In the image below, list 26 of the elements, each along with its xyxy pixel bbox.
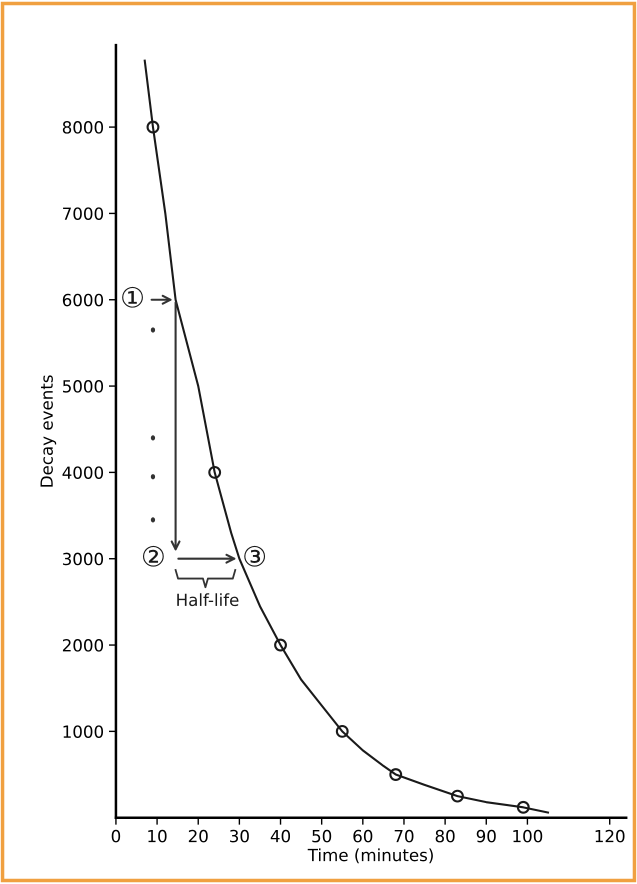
x-tick-label: 100 [513,830,542,842]
y-tick-label: 3000 [62,552,104,566]
x-tick-label: 60 [353,830,372,842]
y-axis-title: Decay events [40,375,56,487]
annotation: ② [142,546,164,567]
x-tick-label: 40 [270,830,290,842]
y-tick-label: 5000 [63,380,104,393]
y-tick-label: 4000 [62,466,104,479]
y-tick-label: 2000 [62,639,104,652]
x-tick-label: 10 [148,830,167,842]
x-axis-title: Time (minutes) [308,848,433,864]
y-tick-label: 7000 [63,207,104,220]
x-tick-label: 50 [312,830,332,842]
x-tick-label: 30 [230,830,249,842]
x-tick-label: 0 [112,830,120,842]
x-tick-label: 80 [436,830,455,842]
x-tick-label: 120 [596,830,625,842]
x-tick-label: 70 [394,830,414,842]
annotation: ① [122,286,143,308]
annotation: Half-life [177,593,238,606]
y-tick-label: 6000 [62,294,104,306]
x-tick-label: 90 [476,830,496,842]
y-tick-label: 8000 [62,121,104,134]
x-tick-label: 20 [188,830,208,842]
annotation: ③ [244,546,266,567]
y-tick-label: 1000 [64,725,104,738]
